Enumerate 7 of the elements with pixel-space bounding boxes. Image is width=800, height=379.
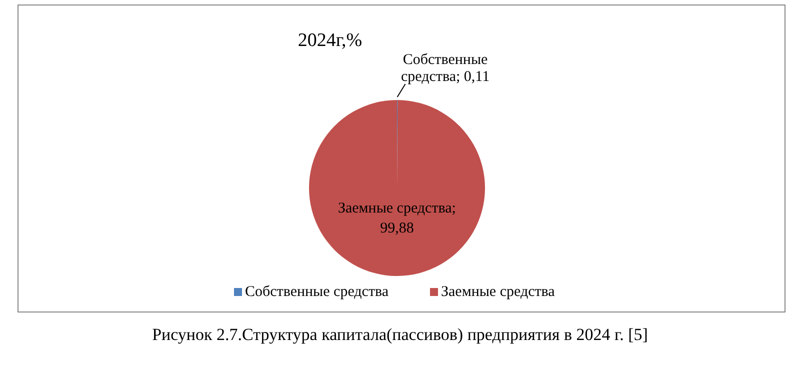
data-label: Собственные средства; 0,11 [400,52,490,85]
legend-label: Заемные средства [441,284,556,300]
chart-title: 2024г,% [298,30,362,51]
legend-label: Собственные средства [245,284,389,300]
pie-slice [309,100,485,276]
text: Рисунок 2.7.Структура капитала(пассивов) предприятия в 2024 г. [5] [152,325,648,344]
data-label: Заемные средства; 99,88 [338,200,456,236]
